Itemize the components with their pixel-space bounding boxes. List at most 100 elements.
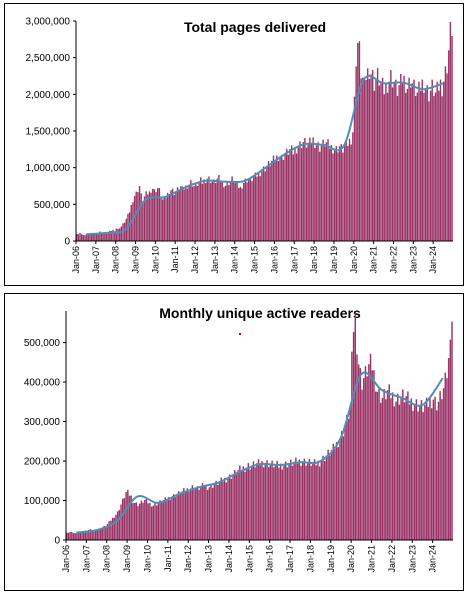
bar [447,358,450,540]
chart-title: Monthly unique active readers [159,305,361,321]
bar [277,161,280,241]
bar [427,407,429,540]
bar [332,443,334,540]
bar [339,439,341,540]
bar [99,231,101,241]
trend-group [76,371,444,534]
bar [241,188,243,241]
x-tick-label: Jan-23 [408,246,418,274]
bar [287,154,290,241]
bar [449,21,452,241]
bar [101,527,104,540]
bar [419,405,421,540]
bar [150,506,153,540]
bar [362,77,364,241]
bar [76,233,78,241]
bar [206,178,209,241]
bar [406,88,409,241]
bar [405,92,407,241]
bar [400,73,402,242]
bar [329,455,331,540]
bar [108,521,110,540]
bar [205,484,207,540]
bar [304,138,306,241]
x-tick-label: Jan-22 [387,545,397,573]
bar [281,155,283,241]
bar [244,178,247,241]
bar [117,228,119,241]
bar [209,183,212,241]
bar [93,530,95,540]
y-tick-label: 0 [64,237,70,248]
x-tick-label: Jan-18 [305,545,315,573]
bar [127,489,129,540]
bar [147,194,149,241]
bar [434,396,436,540]
bar [366,376,368,540]
bar [396,96,399,241]
bar [150,192,152,241]
bar [390,398,392,540]
bar [208,176,210,241]
bar [190,180,192,241]
bar [111,517,114,540]
bar [386,92,389,241]
bar [184,491,187,540]
axes-group [73,20,453,244]
bar [116,511,119,540]
bar [171,188,174,241]
bar [264,171,266,241]
bar [330,450,333,540]
bar [327,139,329,241]
bar [262,467,265,540]
bar [196,185,199,241]
chart-title: Total pages delivered [184,19,326,35]
bar [325,142,328,241]
y-tick-label: 0 [54,536,60,547]
bar [364,366,367,540]
bar [74,533,76,540]
x-tick-label: Jan-17 [285,545,295,573]
y-tick-labels: 0 500,000 1,000,000 1,500,000 2,000,000 2,500… [26,17,71,248]
x-tick-label: Jan-19 [329,246,339,274]
bar [216,178,218,241]
bar [71,532,73,540]
bar [393,406,396,540]
bar [178,491,180,540]
bar [398,404,401,540]
x-tick-label: Jan-10 [142,545,152,573]
bar [437,401,440,540]
bar [400,397,402,540]
bar [371,70,374,241]
bar [286,467,289,540]
bar [98,528,100,540]
bar [342,436,345,540]
bar [417,411,419,540]
bar [439,79,442,241]
bar [89,529,92,540]
bar [312,137,314,241]
y-tick-label: 2,500,000 [26,53,71,64]
bar [296,463,299,540]
bar [443,81,445,241]
bar [276,155,278,241]
bar [195,182,197,241]
bar [123,222,126,241]
bar [401,83,404,241]
bar [118,509,121,540]
x-tick-label: Jan-10 [150,246,160,274]
bar [133,196,136,241]
bar [122,223,124,241]
bar [293,461,295,540]
bar [154,503,156,540]
bar [436,410,438,540]
bar [439,391,441,540]
x-tick-label: Jan-08 [102,545,112,573]
x-tick-label: Jan-09 [122,545,132,573]
bar [120,504,122,540]
bar [367,68,369,241]
bar [322,139,324,241]
y-tick-label: 1,000,000 [26,163,71,174]
bar [234,183,237,241]
bar [310,465,312,540]
